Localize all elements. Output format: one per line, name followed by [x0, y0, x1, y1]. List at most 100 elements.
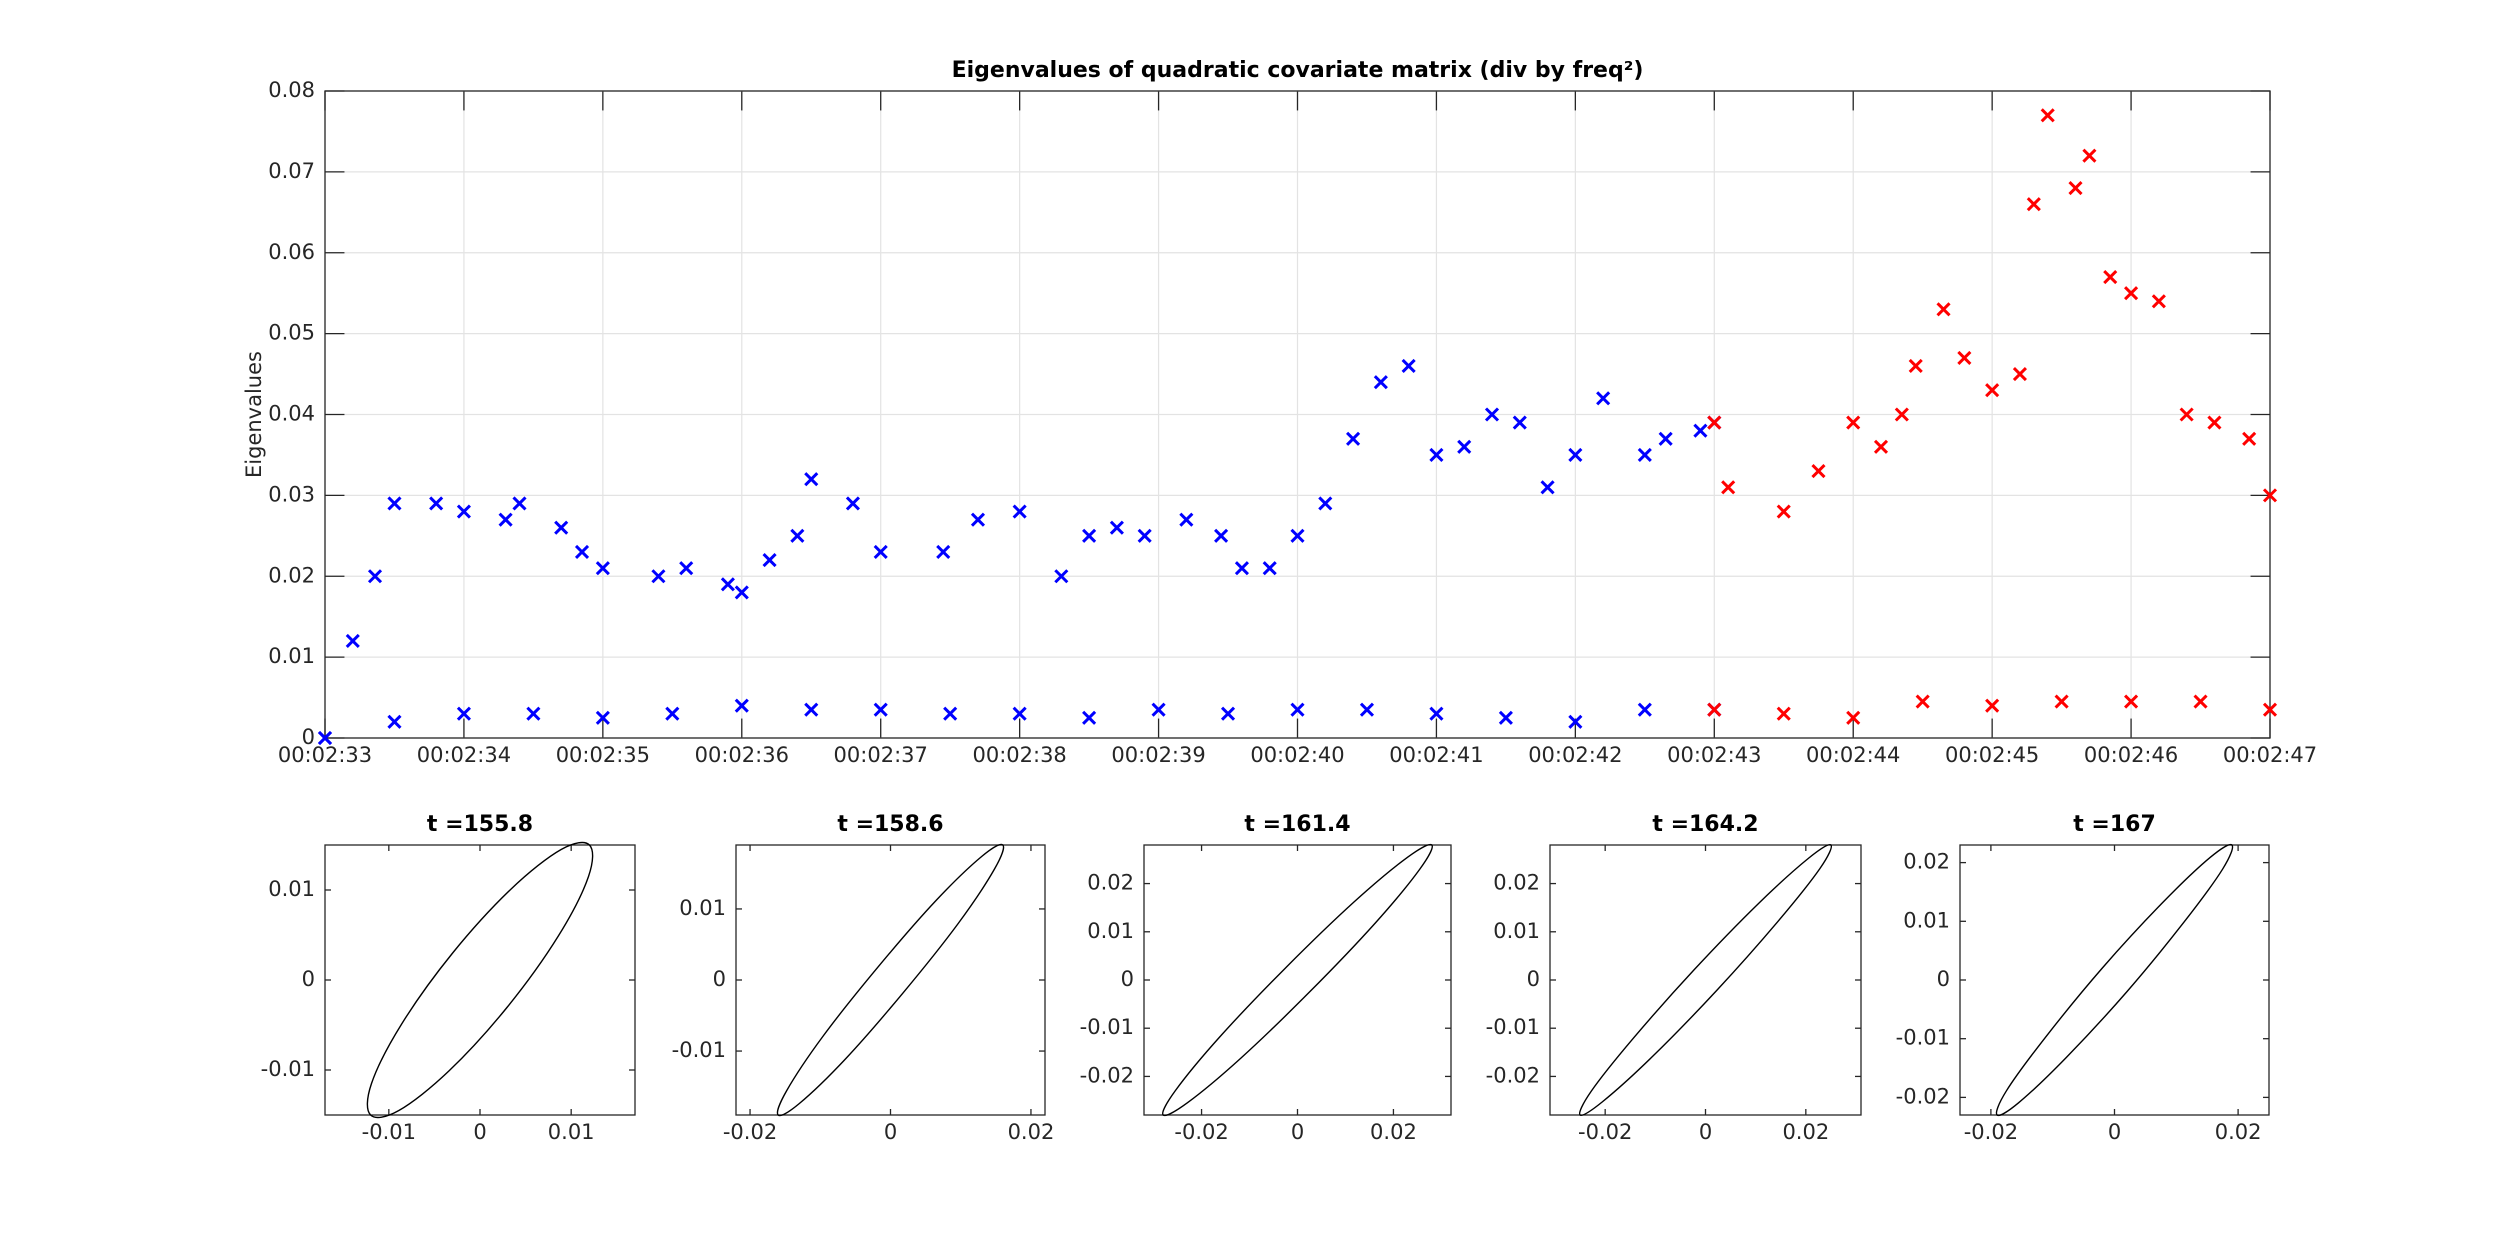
data-marker: [1985, 698, 2000, 713]
y-tick-label: 0.08: [268, 78, 315, 102]
data-marker: [574, 544, 590, 560]
y-tick-label: -0.01: [1486, 1015, 1540, 1039]
data-marker: [2068, 180, 2083, 196]
data-marker: [790, 528, 805, 543]
x-tick-label: -0.02: [1174, 1120, 1228, 1144]
data-marker: [1908, 358, 1923, 374]
x-tick-label: 00:02:43: [1667, 743, 1761, 767]
data-marker: [1429, 447, 1444, 462]
data-marker: [2179, 407, 2194, 422]
data-marker: [1707, 415, 1722, 430]
data-marker: [2262, 702, 2278, 717]
y-tick-label: 0: [1527, 967, 1540, 991]
data-marker: [873, 702, 888, 717]
x-tick-label: 0.02: [1782, 1120, 1829, 1144]
data-marker: [845, 496, 860, 511]
data-marker: [595, 561, 610, 576]
y-tick-label: -0.02: [1080, 1063, 1134, 1087]
data-marker: [1012, 504, 1027, 519]
chart-title: t =155.8: [427, 812, 533, 837]
data-marker: [1346, 431, 1361, 446]
data-marker: [1846, 415, 1861, 430]
data-marker: [1776, 706, 1791, 721]
data-marker: [651, 569, 666, 584]
data-marker: [1373, 375, 1388, 390]
data-marker: [2012, 367, 2027, 382]
chart-title: t =158.6: [837, 812, 943, 837]
x-tick-label: 0: [1291, 1120, 1304, 1144]
data-marker: [1498, 710, 1513, 725]
chart-title: t =167: [2073, 812, 2156, 837]
axes: -0.02 0 0.02 -0.02 -0.01 0 0.01 0.02 t =161.4: [1080, 812, 1452, 1144]
data-marker: [970, 512, 986, 527]
data-marker: [873, 544, 888, 560]
data-marker: [1082, 528, 1097, 543]
curve: [1995, 843, 2234, 1117]
y-tick-label: 0.01: [1903, 908, 1950, 932]
x-tick-label: 00:02:36: [695, 743, 789, 767]
data-marker: [1894, 407, 1909, 422]
data-marker: [2151, 294, 2166, 309]
data-marker: [1054, 569, 1069, 584]
x-tick-label: 0.01: [548, 1120, 595, 1144]
x-tick-label: 00:02:41: [1389, 743, 1483, 767]
data-marker: [1985, 383, 2000, 398]
data-marker: [1721, 480, 1736, 495]
data-marker: [1568, 447, 1583, 462]
axes-box: [1959, 844, 2270, 1116]
data-marker: [1262, 561, 1277, 576]
data-marker: [1637, 447, 1652, 462]
data-marker: [2193, 694, 2208, 709]
y-tick-label: 0.01: [679, 896, 726, 920]
data-marker: [1936, 302, 1951, 317]
data-marker: [512, 496, 527, 511]
data-marker: [2040, 108, 2055, 123]
x-tick-label: 00:02:38: [972, 743, 1066, 767]
x-tick-label: -0.02: [723, 1120, 777, 1144]
data-marker: [1915, 694, 1930, 709]
data-marker: [1484, 407, 1500, 422]
data-marker: [1234, 561, 1249, 576]
data-marker: [2103, 269, 2118, 285]
data-marker: [1540, 480, 1555, 495]
y-axis-label: Eigenvalues: [242, 351, 266, 478]
data-marker: [456, 504, 471, 519]
data-marker: [734, 585, 749, 600]
data-marker: [1596, 391, 1611, 406]
data-marker: [1220, 706, 1236, 721]
x-tick-label: 0: [1699, 1120, 1712, 1144]
data-marker: [345, 633, 360, 649]
data-marker: [1512, 415, 1527, 430]
chart-title: t =161.4: [1244, 812, 1350, 837]
data-marker: [1957, 350, 1972, 365]
y-tick-label: -0.01: [1080, 1015, 1134, 1039]
data-marker: [2082, 148, 2097, 163]
data-marker: [679, 561, 694, 576]
data-marker: [456, 706, 471, 721]
y-tick-label: 0.02: [1903, 850, 1950, 874]
y-tick-label: 0.02: [1087, 871, 1134, 895]
x-tick-label: 0: [473, 1120, 486, 1144]
data-marker: [665, 706, 680, 721]
y-tick-label: -0.01: [1896, 1026, 1950, 1050]
y-tick-label: 0.01: [1493, 919, 1540, 943]
plot-area: [1550, 845, 1861, 1115]
data-marker: [804, 702, 819, 717]
data-marker: [1776, 504, 1791, 519]
axes-box: [1143, 844, 1452, 1116]
x-tick-label: -0.02: [1964, 1120, 2018, 1144]
y-tick-label: -0.02: [1896, 1084, 1950, 1108]
data-marker: [1290, 528, 1305, 543]
data-marker: [1401, 358, 1416, 374]
y-tick-label: 0.07: [268, 159, 315, 183]
data-marker: [429, 496, 444, 511]
data-marker: [1568, 714, 1583, 729]
axes: 00:02:33 00:02:34 00:02:35 00:02:36 00:02:37…: [242, 58, 2317, 767]
y-tick-label: 0: [302, 725, 315, 749]
data-marker: [1109, 520, 1124, 535]
data-marker: [1658, 431, 1673, 446]
data-marker: [936, 544, 951, 560]
y-tick-label: 0: [1121, 967, 1134, 991]
plot-area: [736, 845, 1045, 1115]
